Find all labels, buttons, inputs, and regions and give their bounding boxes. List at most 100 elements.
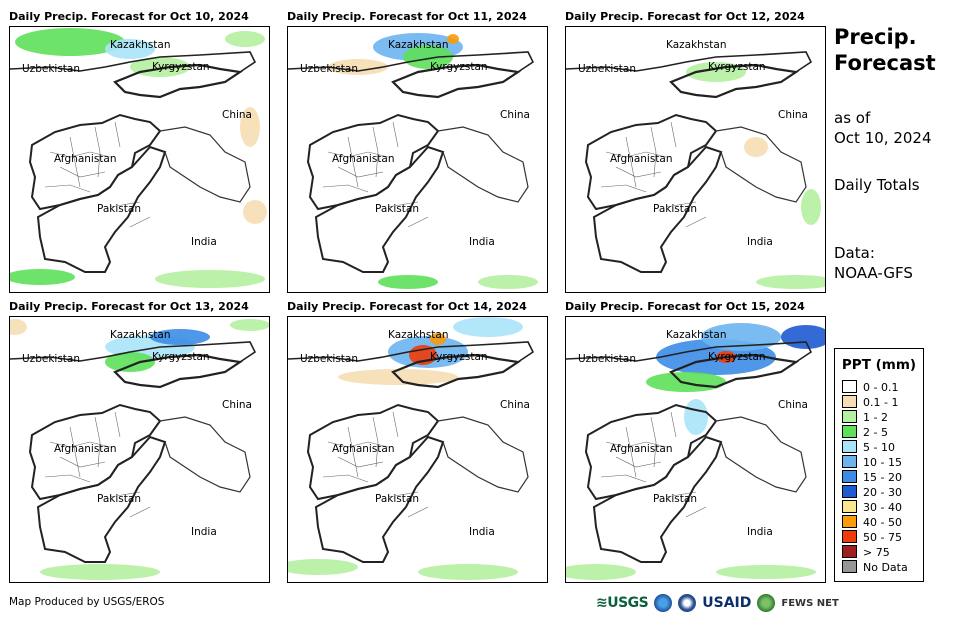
country-label-kyrgyzstan: Kyrgyzstan <box>430 61 488 73</box>
legend-item: 10 - 15 <box>842 455 902 469</box>
province-border <box>337 456 384 468</box>
province-border <box>114 121 121 148</box>
legend-swatch <box>842 455 857 468</box>
legend-item: 50 - 75 <box>842 530 902 544</box>
province-border <box>600 474 647 483</box>
country-border <box>566 51 813 73</box>
country-label-afghanistan: Afghanistan <box>610 443 673 455</box>
country-label-pakistan: Pakistan <box>375 493 419 505</box>
map-canvas: Kazakhstan Uzbekistan Kyrgyzstan China Afgha… <box>10 28 267 288</box>
province-border <box>59 166 106 178</box>
as-of-label: as of <box>834 109 871 127</box>
country-border <box>10 341 257 363</box>
precip-area <box>10 269 75 285</box>
precip-area <box>225 31 265 47</box>
legend-swatch <box>842 380 857 393</box>
legend-label: No Data <box>863 561 908 574</box>
panel-title-3: Daily Precip. Forecast for Oct 12, 2024 <box>565 10 805 23</box>
province-border <box>625 426 637 478</box>
usgs-logo: ≋USGS <box>596 595 649 611</box>
country-border <box>288 341 535 363</box>
country-border <box>592 435 723 563</box>
province-border <box>94 416 101 468</box>
country-label-uzbekistan: Uzbekistan <box>22 63 80 75</box>
country-label-pakistan: Pakistan <box>653 493 697 505</box>
precip-area <box>243 200 267 224</box>
forecast-map-6: Kazakhstan Uzbekistan Kyrgyzstan China Afgha… <box>565 316 826 583</box>
panel-title-2: Daily Precip. Forecast for Oct 11, 2024 <box>287 10 527 23</box>
country-label-china: China <box>778 399 808 411</box>
country-label-kazakhstan: Kazakhstan <box>388 39 449 51</box>
legend-label: 50 - 75 <box>863 531 902 544</box>
country-label-uzbekistan: Uzbekistan <box>578 353 636 365</box>
country-label-india: India <box>191 526 217 538</box>
side-title-line1: Precip. <box>834 25 917 49</box>
legend-label: 20 - 30 <box>863 486 902 499</box>
legend-swatch <box>842 440 857 453</box>
legend-item: 15 - 20 <box>842 470 902 484</box>
country-label-kazakhstan: Kazakhstan <box>388 329 449 341</box>
legend-item: > 75 <box>842 545 890 559</box>
country-label-uzbekistan: Uzbekistan <box>22 353 80 365</box>
precip-area <box>150 329 210 345</box>
legend-item: 2 - 5 <box>842 425 888 439</box>
province-border <box>59 456 106 468</box>
precip-area <box>744 137 768 157</box>
country-border <box>314 435 445 563</box>
precip-area <box>684 399 708 435</box>
country-border <box>391 353 521 389</box>
country-label-kazakhstan: Kazakhstan <box>110 329 171 341</box>
country-border <box>566 341 813 363</box>
country-label-china: China <box>222 399 252 411</box>
country-label-kyrgyzstan: Kyrgyzstan <box>430 351 488 363</box>
province-border <box>44 184 91 193</box>
country-border <box>715 126 807 203</box>
map-canvas: Kazakhstan Uzbekistan Kyrgyzstan China Afgha… <box>10 319 269 580</box>
country-label-pakistan: Pakistan <box>97 203 141 215</box>
country-border <box>36 435 167 563</box>
fews-net-logo: FEWS NET <box>781 597 839 609</box>
province-border <box>114 411 121 438</box>
as-of-date: Oct 10, 2024 <box>834 129 932 147</box>
legend-swatch <box>842 515 857 528</box>
province-border <box>615 166 662 178</box>
country-border <box>669 353 799 389</box>
country-border <box>159 416 251 493</box>
country-label-afghanistan: Afghanistan <box>332 443 395 455</box>
country-border <box>113 63 243 99</box>
country-label-india: India <box>469 526 495 538</box>
side-title: Precip. Forecast <box>834 24 936 76</box>
country-label-uzbekistan: Uzbekistan <box>300 353 358 365</box>
province-border <box>670 121 677 148</box>
legend-label: 30 - 40 <box>863 501 902 514</box>
map-canvas: Kazakhstan Uzbekistan Kyrgyzstan China Afgha… <box>566 323 825 580</box>
usaid-logo: USAID <box>702 595 752 611</box>
precip-area <box>403 45 453 69</box>
legend-swatch <box>842 485 857 498</box>
legend-swatch <box>842 545 857 558</box>
legend-label: 1 - 2 <box>863 411 888 424</box>
country-label-kyrgyzstan: Kyrgyzstan <box>152 61 210 73</box>
data-source-text: Data: NOAA-GFS <box>834 243 913 283</box>
province-border <box>322 184 369 193</box>
map-canvas: Kazakhstan Uzbekistan Kyrgyzstan China Afgha… <box>288 33 538 289</box>
precip-area <box>478 275 538 289</box>
province-border <box>650 416 657 468</box>
panel-title-5: Daily Precip. Forecast for Oct 14, 2024 <box>287 300 527 313</box>
province-border <box>670 411 677 438</box>
province-border <box>600 184 647 193</box>
precip-area <box>781 325 825 349</box>
precip-area <box>155 270 265 288</box>
legend-swatch <box>842 470 857 483</box>
forecast-map-4: Kazakhstan Uzbekistan Kyrgyzstan China Afgha… <box>9 316 270 583</box>
province-border <box>347 426 359 478</box>
country-label-china: China <box>778 109 808 121</box>
precip-area <box>15 28 125 56</box>
province-border <box>685 216 707 228</box>
country-label-afghanistan: Afghanistan <box>332 153 395 165</box>
noaa-logo-icon <box>654 594 673 612</box>
legend-title: PPT (mm) <box>841 357 917 373</box>
province-border <box>407 506 429 518</box>
country-label-kazakhstan: Kazakhstan <box>666 329 727 341</box>
province-border <box>69 136 81 188</box>
